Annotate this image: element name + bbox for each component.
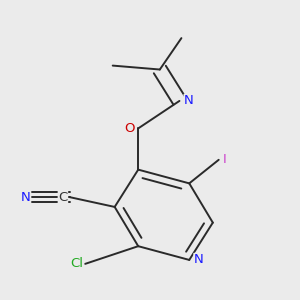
Text: C: C [58, 190, 68, 204]
Text: O: O [124, 122, 135, 135]
Text: I: I [223, 153, 226, 166]
Text: Cl: Cl [70, 257, 83, 270]
Text: N: N [194, 254, 204, 266]
Text: N: N [184, 94, 194, 107]
Text: N: N [20, 190, 30, 204]
